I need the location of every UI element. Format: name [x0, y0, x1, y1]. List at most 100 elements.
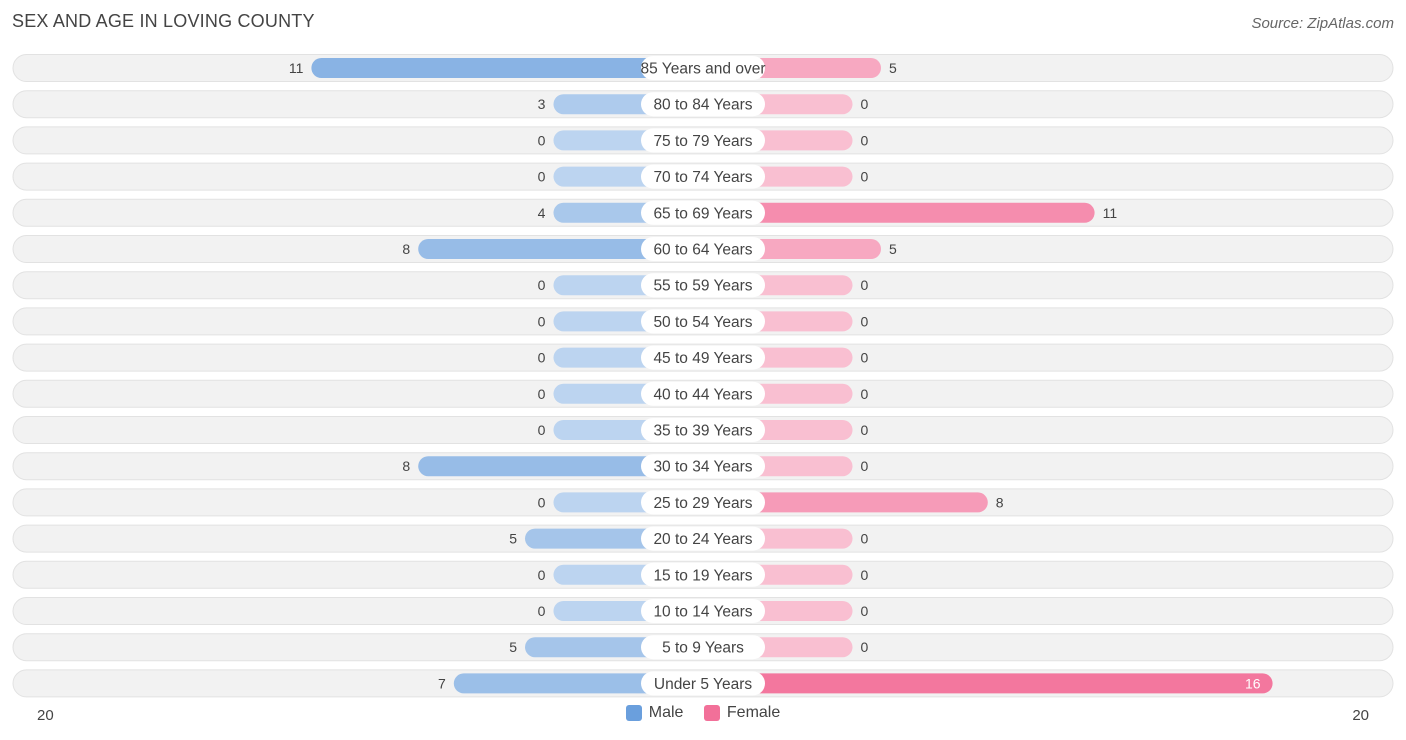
- category-pill: [641, 237, 765, 261]
- male-value-label: 0: [538, 567, 546, 583]
- male-value-label: 4: [538, 205, 546, 221]
- female-value-label: 0: [861, 531, 869, 547]
- male-bar[interactable]: [453, 673, 703, 694]
- male-value-label: 7: [438, 675, 446, 691]
- category-pill: [641, 671, 765, 696]
- category-label: 55 to 59 Years: [653, 278, 752, 295]
- row-9: 0 0 40 to 44 Years: [12, 379, 1394, 408]
- male-value-label: 0: [538, 169, 546, 185]
- row-14: 0 0 15 to 19 Years: [12, 560, 1394, 589]
- male-bar[interactable]: [311, 58, 703, 78]
- male-value-label: 0: [538, 313, 546, 329]
- row-11: 8 0 30 to 34 Years: [12, 452, 1394, 481]
- female-value-label: 0: [861, 350, 869, 366]
- category-label: 15 to 19 Years: [653, 567, 752, 584]
- axis-right-max-label: 20: [1352, 707, 1369, 724]
- row-15: 0 0 10 to 14 Years: [12, 597, 1394, 625]
- category-pill: [641, 562, 765, 587]
- female-bar[interactable]: [703, 492, 988, 513]
- male-value-label: 5: [509, 531, 517, 547]
- row-3: 0 0 70 to 74 Years: [12, 162, 1394, 191]
- chart-title: SEX AND AGE IN LOVING COUNTY: [12, 11, 315, 31]
- female-value-label: 0: [861, 96, 869, 112]
- male-bar[interactable]: [418, 456, 703, 477]
- female-value-label: 5: [889, 60, 897, 76]
- female-value-label: 11: [1103, 205, 1118, 221]
- category-label: 10 to 14 Years: [653, 604, 752, 621]
- category-label: 60 to 64 Years: [653, 242, 752, 259]
- row-0: 11 5 85 Years and over: [12, 54, 1394, 82]
- row-4: 4 11 65 to 69 Years: [12, 198, 1394, 227]
- female-value-label: 0: [861, 567, 869, 583]
- female-bar[interactable]: [703, 673, 1273, 694]
- female-value-label: 0: [861, 422, 869, 438]
- female-value-label: 0: [861, 313, 869, 329]
- row-8: 0 0 45 to 49 Years: [12, 343, 1394, 372]
- male-bar[interactable]: [418, 239, 703, 259]
- female-value-label: 16: [1245, 675, 1261, 691]
- male-value-label: 5: [509, 639, 517, 655]
- male-value-label: 0: [538, 132, 546, 148]
- female-value-label: 5: [889, 241, 897, 257]
- female-value-label: 0: [861, 386, 869, 402]
- row-5: 8 5 60 to 64 Years: [12, 235, 1394, 263]
- male-value-label: 0: [538, 494, 546, 510]
- legend: Male Female: [0, 704, 1406, 726]
- category-pill: [641, 345, 765, 370]
- male-value-label: 0: [538, 422, 546, 438]
- row-16: 5 0 5 to 9 Years: [12, 633, 1394, 662]
- category-label: 40 to 44 Years: [653, 386, 752, 403]
- male-value-label: 3: [538, 96, 546, 112]
- legend-item-male[interactable]: Male: [625, 704, 684, 722]
- female-value-label: 0: [861, 169, 869, 185]
- category-pill: [641, 599, 765, 623]
- legend-item-female[interactable]: Female: [703, 704, 781, 722]
- female-bar[interactable]: [703, 202, 1095, 223]
- row-7: 0 0 50 to 54 Years: [12, 307, 1394, 336]
- axis-left-max-label: 20: [37, 707, 54, 724]
- category-label: 45 to 49 Years: [653, 350, 752, 367]
- category-label: 65 to 69 Years: [653, 205, 752, 222]
- category-label: 85 Years and over: [641, 61, 766, 78]
- male-value-label: 8: [402, 241, 410, 257]
- row-13: 5 0 20 to 24 Years: [12, 524, 1394, 553]
- category-label: 70 to 74 Years: [653, 169, 752, 186]
- category-pill: [641, 164, 765, 189]
- category-pill: [641, 490, 765, 515]
- legend-label-male: Male: [648, 704, 684, 721]
- female-value-label: 0: [861, 603, 869, 619]
- male-value-label: 11: [289, 60, 304, 76]
- female-value-label: 0: [861, 132, 869, 148]
- female-value-label: 8: [996, 494, 1004, 510]
- row-1: 3 0 80 to 84 Years: [12, 90, 1394, 119]
- source-label: Source: ZipAtlas.com: [1251, 15, 1394, 32]
- male-value-label: 0: [538, 386, 546, 402]
- legend-swatch-male: [625, 705, 642, 721]
- category-label: Under 5 Years: [654, 676, 752, 693]
- female-value-label: 0: [861, 458, 869, 474]
- category-pill: [641, 56, 765, 80]
- category-label: 75 to 79 Years: [653, 133, 752, 150]
- female-value-label: 0: [861, 639, 869, 655]
- row-6: 0 0 55 to 59 Years: [12, 271, 1394, 300]
- category-label: 5 to 9 Years: [662, 640, 744, 657]
- category-pill: [641, 128, 765, 153]
- category-pill: [641, 92, 765, 117]
- category-pill: [641, 418, 765, 442]
- male-value-label: 8: [402, 458, 410, 474]
- male-value-label: 0: [538, 350, 546, 366]
- male-value-label: 0: [538, 277, 546, 293]
- category-label: 20 to 24 Years: [653, 531, 752, 548]
- category-label: 35 to 39 Years: [653, 423, 752, 440]
- row-17: 7 16 Under 5 Years: [12, 669, 1394, 698]
- legend-label-female: Female: [726, 704, 781, 721]
- row-2: 0 0 75 to 79 Years: [12, 126, 1394, 155]
- category-label: 30 to 34 Years: [653, 459, 752, 476]
- category-pill: [641, 526, 765, 551]
- legend-swatch-female: [703, 705, 720, 721]
- category-pill: [641, 635, 765, 660]
- female-value-label: 0: [861, 277, 869, 293]
- category-pill: [641, 200, 765, 225]
- category-pill: [641, 381, 765, 406]
